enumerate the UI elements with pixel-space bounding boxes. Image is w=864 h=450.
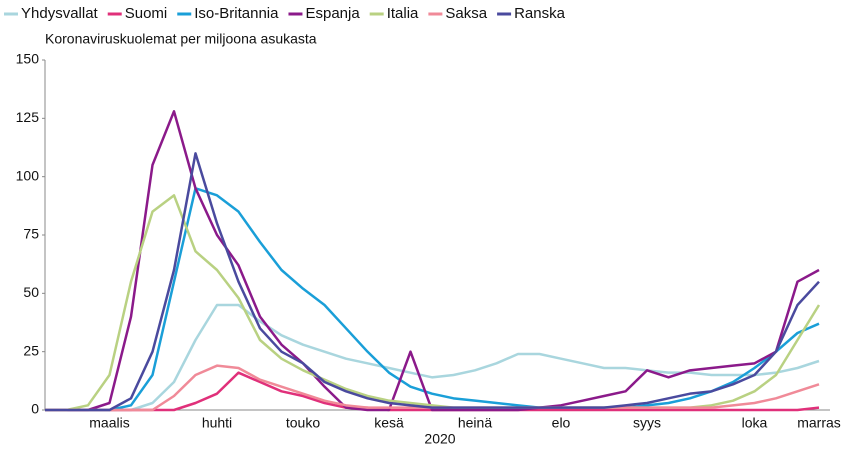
y-tick-label: 0: [31, 401, 39, 417]
y-tick-label: 25: [23, 342, 39, 358]
series-line: [45, 152, 820, 412]
y-tick-label: 75: [23, 226, 39, 242]
y-tick-label: 50: [23, 284, 39, 300]
legend-label: Suomi: [125, 5, 168, 22]
y-tick-label: 100: [16, 167, 40, 183]
chart-subtitle: Koronaviruskuolemat per miljoona asukast…: [45, 31, 317, 47]
series-line: [45, 364, 820, 412]
series-line: [45, 187, 820, 412]
legend-label: Espanja: [305, 5, 360, 22]
x-tick-label: marras: [797, 415, 841, 431]
x-tick-label: syys: [633, 415, 661, 431]
x-tick-label: kesä: [374, 415, 404, 431]
legend-label: Iso-Britannia: [194, 5, 279, 22]
x-tick-label: maalis: [89, 415, 129, 431]
y-tick-label: 150: [16, 51, 40, 67]
legend-label: Italia: [387, 5, 419, 22]
series-line: [45, 303, 820, 412]
x-tick-label: loka: [742, 415, 768, 431]
x-axis-label: 2020: [424, 431, 455, 447]
x-tick-label: heinä: [458, 415, 492, 431]
y-tick-label: 125: [16, 109, 40, 125]
x-tick-label: huhti: [202, 415, 232, 431]
x-tick-label: elo: [552, 415, 571, 431]
legend-label: Yhdysvallat: [21, 5, 99, 22]
series-line: [45, 110, 820, 412]
x-tick-label: touko: [286, 415, 320, 431]
legend-label: Ranska: [514, 5, 566, 22]
legend-label: Saksa: [445, 5, 487, 22]
